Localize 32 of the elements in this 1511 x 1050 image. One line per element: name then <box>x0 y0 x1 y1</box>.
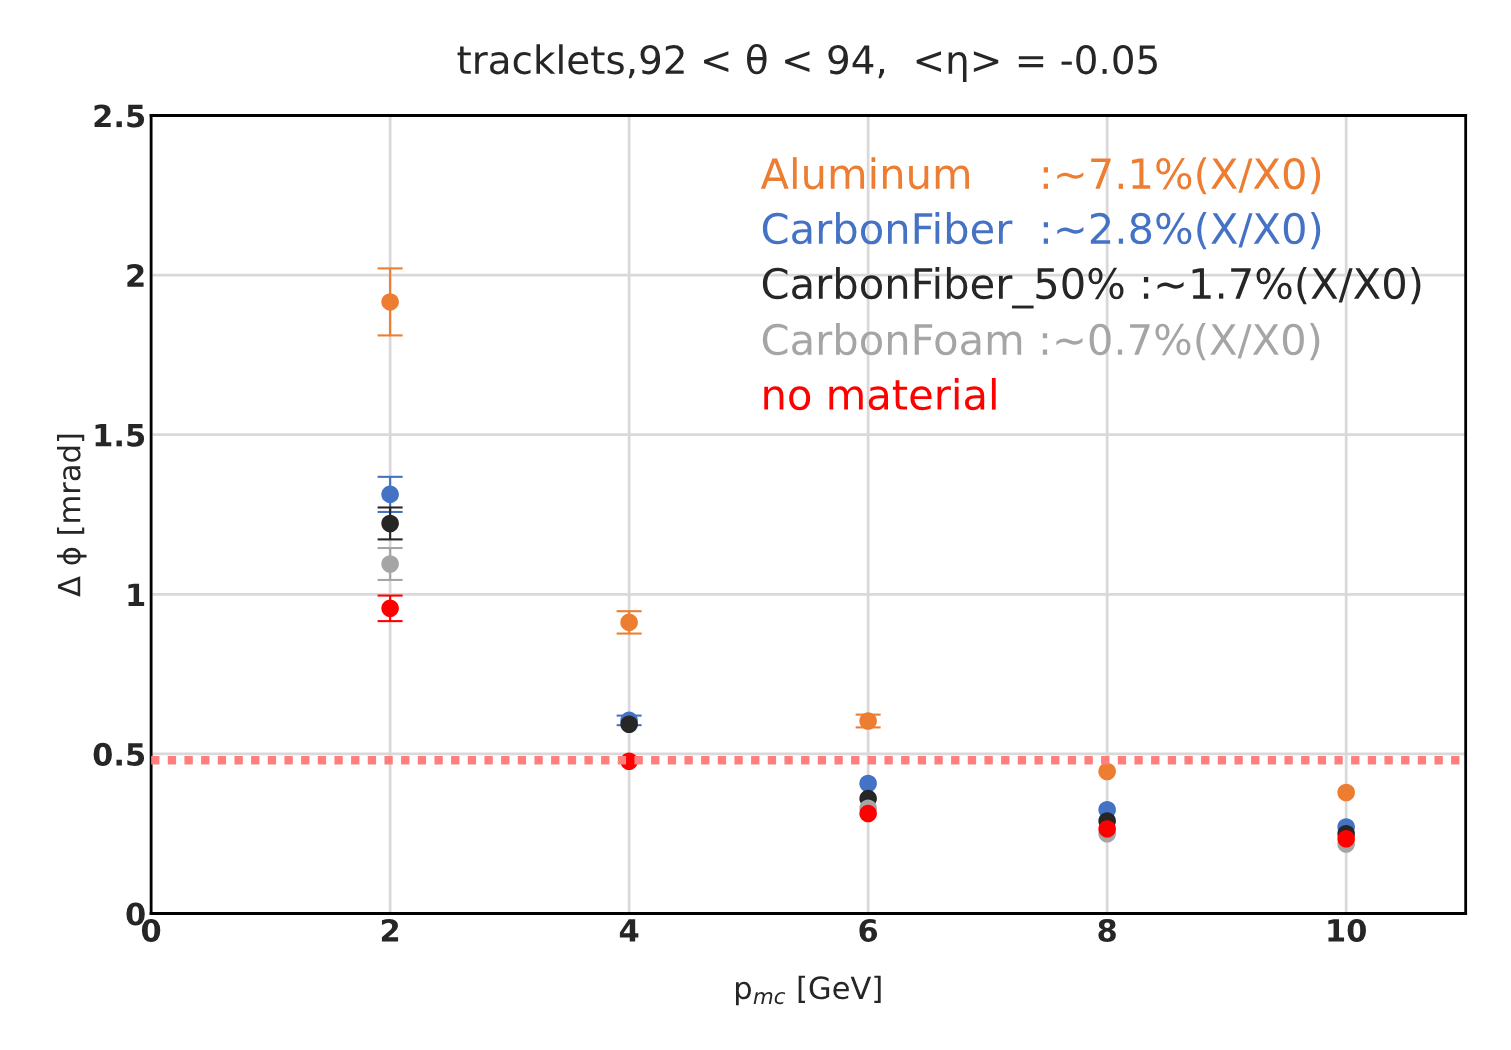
point <box>381 485 399 504</box>
point <box>859 712 877 730</box>
x-tick-label: 8 <box>1098 918 1116 943</box>
point <box>381 599 399 618</box>
point <box>859 774 877 793</box>
x-tick-label: 2 <box>381 918 399 942</box>
point <box>859 804 877 823</box>
chart-title: tracklets,92 < θ < 94, <η> = -0.05 <box>457 43 1157 82</box>
text: no material <box>764 377 996 411</box>
point <box>1337 783 1355 802</box>
y-tick-label: 2 <box>127 264 144 287</box>
text: CarbonFoam :~0.7%(X/X0) <box>762 323 1320 361</box>
point <box>1098 762 1116 781</box>
point <box>381 293 399 311</box>
text: Aluminum :~7.1%(X/X0) <box>760 157 1321 195</box>
point <box>1337 830 1355 848</box>
point <box>381 514 399 533</box>
point <box>620 715 638 733</box>
y-tick-label: 1.5 <box>95 424 145 447</box>
x-tick-label: 6 <box>859 918 878 943</box>
x-tick-label: 4 <box>619 919 639 942</box>
x-axis-title: p$_{mc}$ [GeV] <box>735 975 881 1006</box>
y-tick-label: 1 <box>128 583 145 606</box>
point <box>1098 820 1116 838</box>
x-tick-label: 10 <box>1328 918 1366 943</box>
y-tick-label: 0.5 <box>93 742 145 766</box>
point <box>620 613 638 632</box>
y-tick-label: 2.5 <box>94 104 145 128</box>
y-axis-title: Δ ϕ [mrad] <box>56 434 87 597</box>
point <box>381 555 399 573</box>
text: CarbonFiber_50% :~1.7%(X/X0) <box>762 266 1421 309</box>
text: CarbonFiber :~2.8%(X/X0) <box>762 212 1321 250</box>
